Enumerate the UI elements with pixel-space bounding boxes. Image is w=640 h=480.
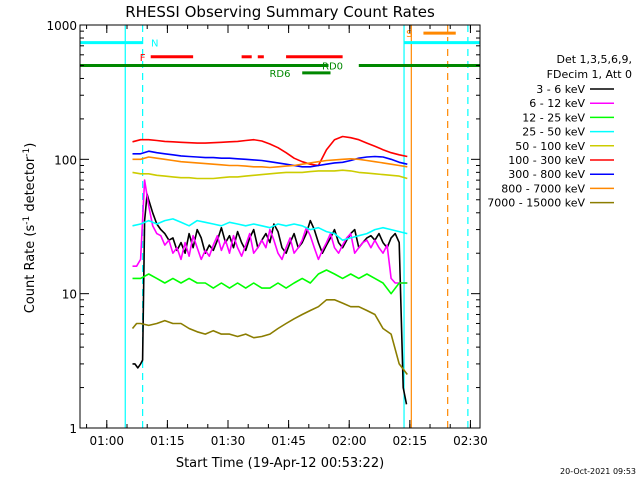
flag-label-0: N	[151, 39, 158, 50]
legend-label-5: 100 - 300 keV	[508, 154, 585, 167]
x-tick-label-4: 02:00	[332, 434, 367, 448]
legend-header-line-2: FDecim 1, Att 0	[547, 68, 632, 81]
legend: Det 1,3,5,6,9, FDecim 1, Att 0 3 - 6 keV…	[487, 53, 632, 210]
y-tick-label-0: 1	[69, 422, 77, 436]
legend-label-6: 300 - 800 keV	[508, 168, 585, 181]
legend-label-7: 800 - 7000 keV	[501, 182, 585, 195]
legend-label-3: 25 - 50 keV	[522, 126, 585, 139]
x-tick-label-0: 01:00	[89, 434, 124, 448]
x-tick-label-1: 01:15	[150, 434, 185, 448]
x-tick-label-3: 01:45	[271, 434, 306, 448]
legend-label-1: 6 - 12 keV	[529, 97, 585, 110]
x-tick-label-6: 02:30	[453, 434, 488, 448]
flag-label-1: S	[406, 29, 412, 40]
series-line-5	[132, 135, 408, 167]
flag-label-3: RD0	[322, 61, 343, 72]
series-line-7	[132, 156, 408, 169]
legend-label-0: 3 - 6 keV	[536, 83, 585, 96]
series-line-8	[131, 298, 408, 375]
series-line-6	[132, 150, 408, 168]
flag-label-2: F	[140, 53, 146, 64]
chart-title: RHESSI Observing Summary Count Rates	[125, 3, 435, 21]
series-line-3	[132, 218, 408, 241]
y-axis-label: Count Rate (s-1 detector-1)	[22, 143, 38, 314]
x-tick-label-2: 01:30	[211, 434, 246, 448]
legend-header-line-1: Det 1,3,5,6,9,	[556, 53, 632, 66]
x-axis-label: Start Time (19-Apr-12 00:53:22)	[176, 456, 384, 471]
flag-label-4: RD6	[269, 69, 290, 80]
y-tick-label-2: 100	[54, 153, 77, 167]
y-tick-label-1: 10	[62, 288, 77, 302]
legend-label-2: 12 - 25 keV	[522, 111, 585, 124]
series-line-4	[132, 169, 408, 180]
x-tick-label-5: 02:15	[393, 434, 428, 448]
legend-label-8: 7000 - 15000 keV	[487, 197, 585, 210]
y-tick-label-3: 1000	[46, 19, 77, 33]
plot-frame	[79, 24, 481, 429]
series-line-1	[132, 179, 408, 284]
footer-date: 20-Oct-2021 09:53	[560, 467, 636, 476]
legend-label-4: 50 - 100 keV	[515, 140, 585, 153]
series-line-2	[132, 269, 408, 295]
